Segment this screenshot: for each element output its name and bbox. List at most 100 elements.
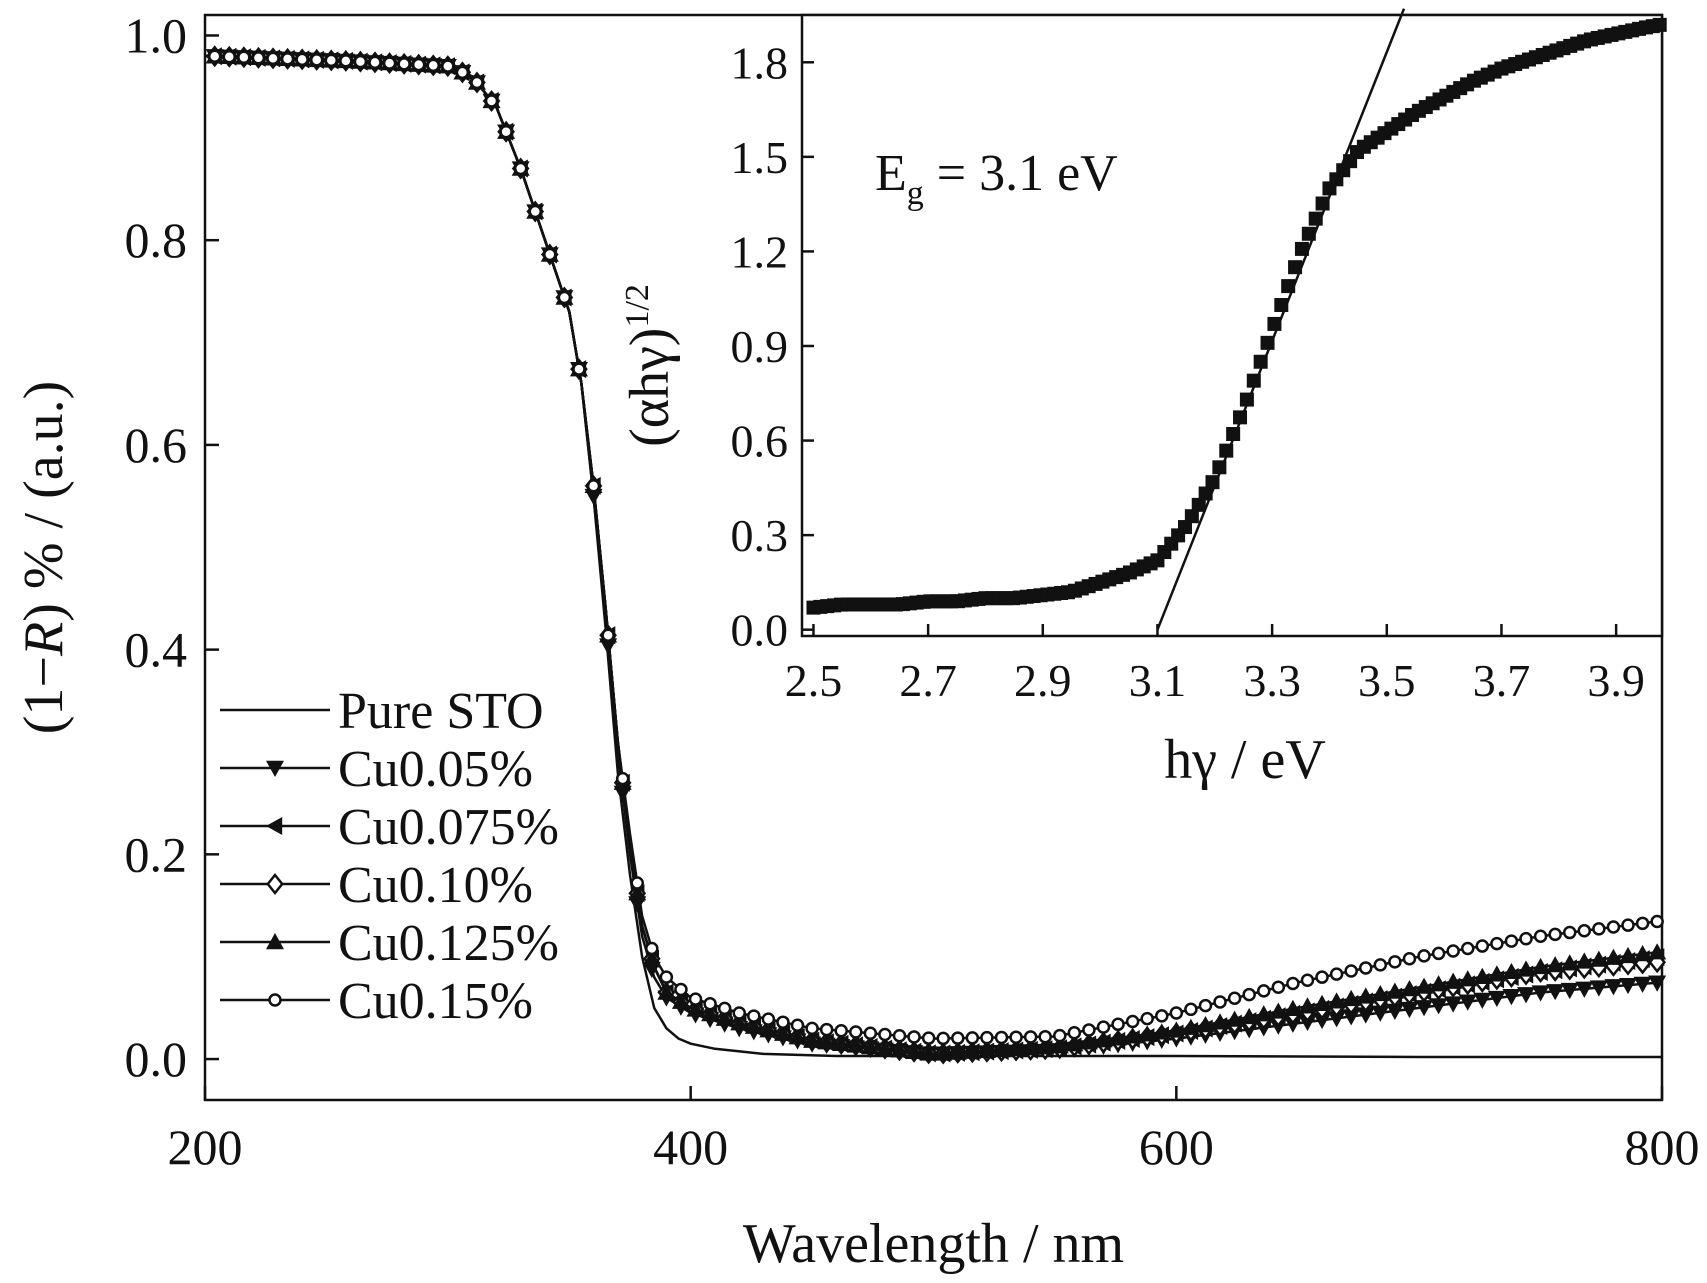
legend: Pure STOCu0.05%Cu0.075%Cu0.10%Cu0.125%Cu…: [220, 683, 559, 1030]
series-marker: [1342, 1009, 1361, 1026]
series-marker: [1650, 914, 1664, 929]
series-marker: [951, 1031, 965, 1045]
series-marker: [309, 53, 324, 67]
series-marker: [1577, 923, 1592, 938]
series-marker: [1458, 970, 1477, 987]
series-marker: [1648, 943, 1667, 960]
series-marker: [992, 1040, 1011, 1058]
series-marker: [1227, 991, 1242, 1006]
main-y-tick-label: 0.2: [125, 826, 188, 882]
legend-item: Pure STO: [220, 683, 544, 740]
series-marker: [977, 1041, 996, 1058]
legend-item: Cu0.10%: [220, 857, 533, 914]
series-marker: [513, 161, 528, 176]
annotation-part: g: [907, 175, 924, 212]
series-marker: [1327, 992, 1346, 1009]
series-marker: [1211, 1013, 1230, 1030]
legend-label: Cu0.15%: [338, 973, 533, 1030]
series-marker: [1123, 1027, 1142, 1044]
series-marker: [1606, 920, 1621, 934]
series-marker: [1138, 1025, 1157, 1042]
series-marker: [1400, 980, 1419, 997]
legend-marker: [266, 817, 283, 835]
series-marker: [470, 75, 484, 90]
series-marker: [1213, 995, 1227, 1009]
series-marker: [324, 53, 339, 68]
series-marker: [1050, 1037, 1069, 1054]
series-marker: [1604, 948, 1623, 965]
series-marker: [1271, 980, 1286, 994]
series-marker: [1633, 945, 1652, 962]
series-marker: [1635, 916, 1650, 931]
series-marker: [1531, 985, 1550, 1002]
series-marker: [1152, 1023, 1171, 1040]
inset-x-axis-title: hγ / eV: [1164, 729, 1326, 791]
series-marker: [1475, 939, 1490, 953]
series-marker: [426, 58, 441, 73]
series-marker: [557, 290, 572, 305]
series-marker: [730, 1014, 749, 1031]
series-marker: [1502, 989, 1521, 1006]
legend-label: Pure STO: [338, 683, 544, 740]
series-marker: [397, 57, 411, 71]
inset-data-point: [1191, 497, 1206, 512]
series-marker: [1283, 999, 1302, 1016]
series-marker: [1517, 960, 1536, 977]
inset-x-tick-label: 2.7: [899, 655, 957, 706]
main-plot: 200 400 600 800 0.0 0.2 0.4 0.6 0.8 1.0 Wavelength…: [13, 7, 1700, 1275]
series-marker: [1575, 981, 1594, 998]
series-marker: [1589, 950, 1608, 967]
series-marker: [1385, 982, 1404, 999]
inset-x-tick-label: 3.7: [1473, 655, 1531, 706]
series-marker: [1429, 998, 1448, 1015]
inset-y-tick-label: 0.9: [731, 321, 789, 372]
series-marker: [1473, 992, 1492, 1009]
main-y-tick-label: 1.0: [125, 7, 188, 63]
series-marker: [744, 1017, 763, 1034]
inset-fit-line: [1156, 8, 1406, 631]
series-marker: [688, 992, 703, 1006]
series-marker: [657, 983, 676, 1000]
series-marker: [1344, 964, 1358, 978]
series-marker: [1487, 965, 1506, 982]
series-marker: [1342, 989, 1361, 1007]
series-marker: [1400, 1001, 1419, 1019]
inset-x-tick-label: 3.3: [1243, 655, 1301, 706]
series-marker: [703, 997, 717, 1011]
series-marker: [1038, 1029, 1052, 1044]
series-marker: [1269, 1002, 1288, 1019]
series-marker: [1169, 1006, 1184, 1020]
series-marker: [1067, 1026, 1082, 1040]
series-marker: [572, 362, 586, 376]
inset-y-axis-title-base: (αhγ): [619, 328, 681, 447]
series-marker: [1184, 1002, 1198, 1017]
series-marker: [1079, 1033, 1098, 1050]
series-marker: [732, 1006, 746, 1020]
inset-data-point: [1294, 241, 1309, 256]
legend-item: Cu0.05%: [220, 741, 533, 798]
series-marker: [1458, 994, 1477, 1011]
series-marker: [686, 1000, 705, 1017]
series-marker: [1592, 922, 1606, 936]
series-marker: [1329, 967, 1344, 981]
series-marker: [1373, 958, 1388, 972]
inset-data-point: [1288, 260, 1303, 275]
series-marker: [717, 1001, 732, 1016]
series-marker: [1065, 1035, 1084, 1052]
series-marker: [368, 55, 382, 70]
series-marker: [1298, 997, 1317, 1014]
series-marker: [1286, 976, 1300, 991]
series-marker: [1431, 946, 1446, 961]
series-marker: [674, 982, 688, 997]
series-marker: [1257, 984, 1271, 998]
series-marker: [1560, 982, 1579, 1000]
series-marker: [1517, 987, 1536, 1004]
series-marker: [747, 1009, 761, 1023]
series-marker: [834, 1024, 848, 1038]
series-marker: [1313, 994, 1332, 1011]
inset-plot: 2.5 2.7 2.9 3.1 3.3 3.5 3.7 3.9 0.0 0.3 0.6 0.9 1.2 1…: [619, 8, 1667, 791]
series-marker: [994, 1030, 1009, 1045]
annotation-part: = 3.1 eV: [924, 145, 1118, 202]
series-marker: [1125, 1014, 1140, 1029]
